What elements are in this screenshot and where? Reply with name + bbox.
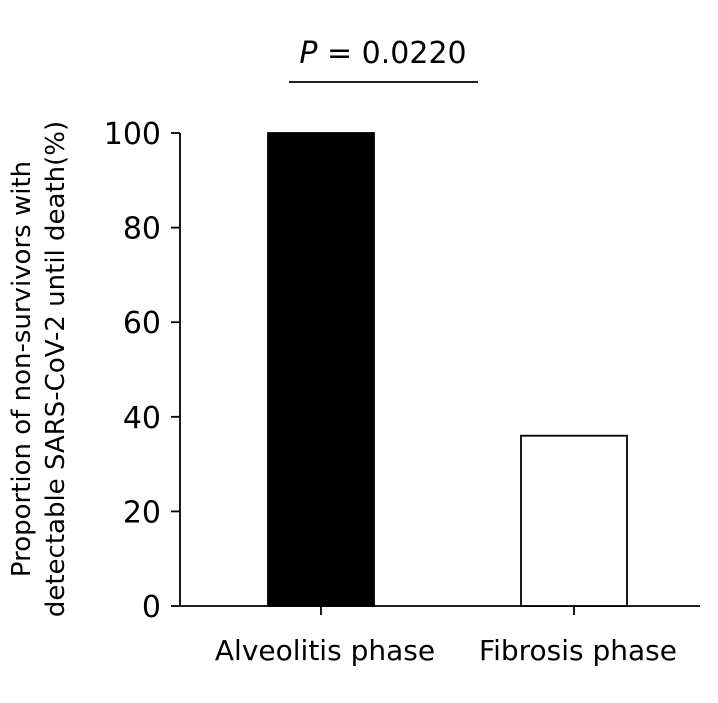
y-tick-label: 60: [123, 306, 161, 341]
significance-annotation: P = 0.0220: [289, 36, 478, 83]
x-axis: Alveolitis phase Fibrosis phase: [180, 605, 700, 667]
y-axis-label-line-2: detectable SARS-CoV-2 until death(%): [41, 121, 71, 617]
x-tick-label: Fibrosis phase: [479, 634, 677, 667]
y-tick-label: 80: [123, 212, 161, 247]
p-symbol: P: [299, 36, 318, 71]
bar-fibrosis-phase: [520, 434, 628, 607]
p-value: = 0.0220: [317, 36, 466, 71]
y-tick-label: 100: [104, 117, 161, 152]
y-axis-label-line-1: Proportion of non-survivors with: [7, 161, 37, 577]
y-tick-label: 0: [142, 590, 161, 625]
p-value-label: P = 0.0220: [299, 36, 466, 71]
y-axis-label: Proportion of non-survivors with detecta…: [7, 121, 71, 617]
x-tick-label: Alveolitis phase: [215, 634, 435, 667]
y-tick-label: 20: [123, 495, 161, 530]
bar-alveolitis-phase: [267, 132, 375, 607]
y-tick-label: 40: [123, 401, 161, 436]
bars: [267, 132, 628, 607]
y-axis: 0 20 40 60 80 100: [104, 117, 181, 625]
